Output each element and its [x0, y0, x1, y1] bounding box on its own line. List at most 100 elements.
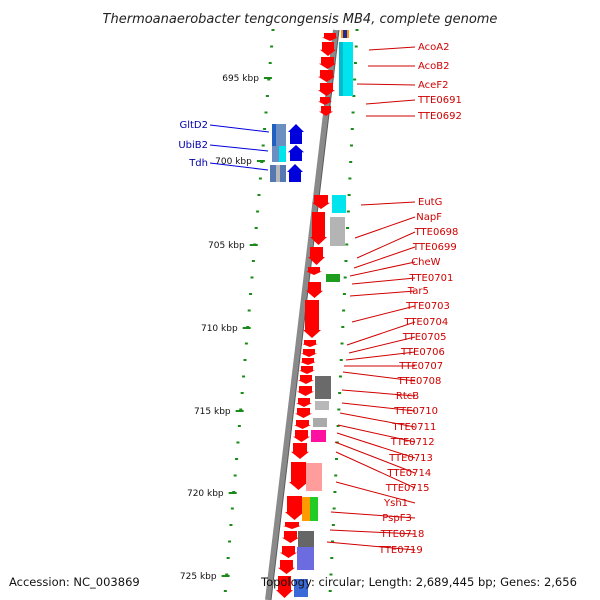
gene-arrow: [318, 70, 335, 82]
right-leader-line: [360, 201, 416, 206]
gene-domain: [315, 401, 329, 410]
scale-tick: [271, 29, 275, 31]
scale-tick: [251, 260, 255, 262]
gene-arrow: [291, 443, 309, 459]
scale-major-tick: [249, 244, 258, 246]
right-leader-line: [345, 351, 416, 361]
scale-label: 695 kbp: [222, 74, 259, 84]
right-leader-line: [341, 389, 416, 397]
gene-domain: [302, 497, 312, 521]
gene-arrow: [306, 282, 323, 298]
strand-tick: [338, 375, 342, 378]
scale-label: 720 kbp: [187, 489, 224, 499]
right-gene-label: TTE0701: [409, 273, 454, 284]
gene-domain: [311, 430, 326, 442]
right-leader-line: [337, 424, 416, 443]
gene-arrow: [280, 546, 297, 558]
gene-domain: [315, 376, 331, 399]
right-gene-label: TTE0719: [378, 545, 423, 556]
scale-label: 715 kbp: [194, 407, 231, 417]
gene-arrow: [298, 375, 314, 384]
gene-arrow: [293, 430, 310, 442]
scale-tick: [237, 425, 241, 427]
right-leader-line: [365, 99, 416, 105]
gene-arrow-reverse: [288, 145, 304, 161]
right-leader-line: [341, 402, 416, 412]
right-leader-line: [335, 451, 416, 489]
strand-tick: [353, 62, 357, 64]
right-gene-label: TTE0714: [386, 468, 431, 479]
gene-domain: [272, 124, 276, 146]
strand-tick: [334, 474, 338, 477]
strand-tick: [355, 29, 359, 31]
gene-arrow-reverse: [288, 124, 304, 144]
right-gene-label: TTE0692: [417, 111, 462, 122]
gene-domain: [332, 195, 346, 213]
strand-tick: [329, 573, 333, 576]
gene-domain: [347, 30, 349, 38]
right-gene-label: RtcB: [396, 391, 419, 402]
scale-major-tick: [256, 160, 265, 162]
gene-arrow: [310, 212, 327, 245]
gene-domain: [326, 274, 340, 282]
scale-tick: [233, 474, 237, 477]
strand-tick: [347, 194, 351, 196]
gene-domain: [341, 30, 349, 38]
scale-tick: [230, 507, 234, 510]
right-gene-label: NapF: [416, 212, 442, 223]
right-gene-label: TTE0703: [405, 301, 450, 312]
right-leader-line: [351, 277, 416, 285]
right-leader-line: [354, 216, 416, 239]
scale-tick: [228, 540, 232, 543]
strand-tick: [339, 359, 343, 361]
right-gene-label: TTE0711: [392, 422, 437, 433]
gene-arrow: [318, 83, 335, 96]
gene-arrow: [295, 408, 312, 418]
gene-arrow: [302, 340, 318, 347]
strand-tick: [345, 243, 349, 246]
right-leader-line: [346, 321, 416, 346]
scale-tick: [236, 441, 240, 444]
right-gene-label: TTE0708: [397, 376, 442, 387]
strand-tick: [332, 507, 336, 510]
gene-arrow: [297, 386, 314, 396]
right-gene-label: TTE0715: [385, 483, 430, 494]
scale-tick: [223, 590, 227, 592]
right-leader-line: [348, 336, 416, 354]
right-leader-line: [335, 481, 416, 504]
strand-tick: [334, 458, 338, 460]
scale-tick: [256, 210, 260, 213]
scale-tick: [258, 177, 262, 180]
right-gene-label: TTE0707: [398, 361, 443, 372]
right-leader-line: [326, 541, 416, 551]
scale-tick: [270, 45, 274, 48]
map-title: Thermoanaerobacter tengcongensis MB4, co…: [103, 12, 498, 27]
scale-tick: [268, 62, 272, 64]
scale-tick: [250, 276, 254, 279]
strand-tick: [351, 111, 355, 114]
strand-tick: [337, 408, 341, 411]
accession-text: Accession: NC_003869: [9, 575, 140, 589]
left-leader-line: [209, 144, 269, 152]
right-gene-label: TTE0706: [400, 347, 445, 358]
strand-tick: [353, 78, 357, 81]
scale-tick: [226, 557, 230, 559]
right-gene-label: Ysh1: [383, 498, 408, 509]
left-gene-label: UbiB2: [178, 140, 208, 151]
scale-tick: [263, 128, 267, 130]
gene-labels: GltD2 UbiB2 Tdh AcoA2 AcoB2 AceF2 TTE0691 TTE06…: [178, 42, 461, 556]
gene-domain: [306, 463, 322, 491]
right-gene-label: TTE0705: [402, 332, 447, 343]
right-leader-line: [349, 290, 416, 297]
gene-arrow: [303, 300, 321, 338]
right-leader-line: [330, 511, 416, 519]
scale-tick: [265, 95, 269, 97]
label-leader-lines: [209, 46, 416, 551]
left-gene-label: Tdh: [188, 158, 208, 169]
scale-tick: [229, 524, 233, 526]
strand-tick: [328, 590, 332, 592]
right-leader-line: [356, 83, 416, 86]
scale-tick: [240, 392, 244, 394]
gene-arrow: [312, 195, 330, 209]
right-leader-line: [368, 46, 416, 51]
